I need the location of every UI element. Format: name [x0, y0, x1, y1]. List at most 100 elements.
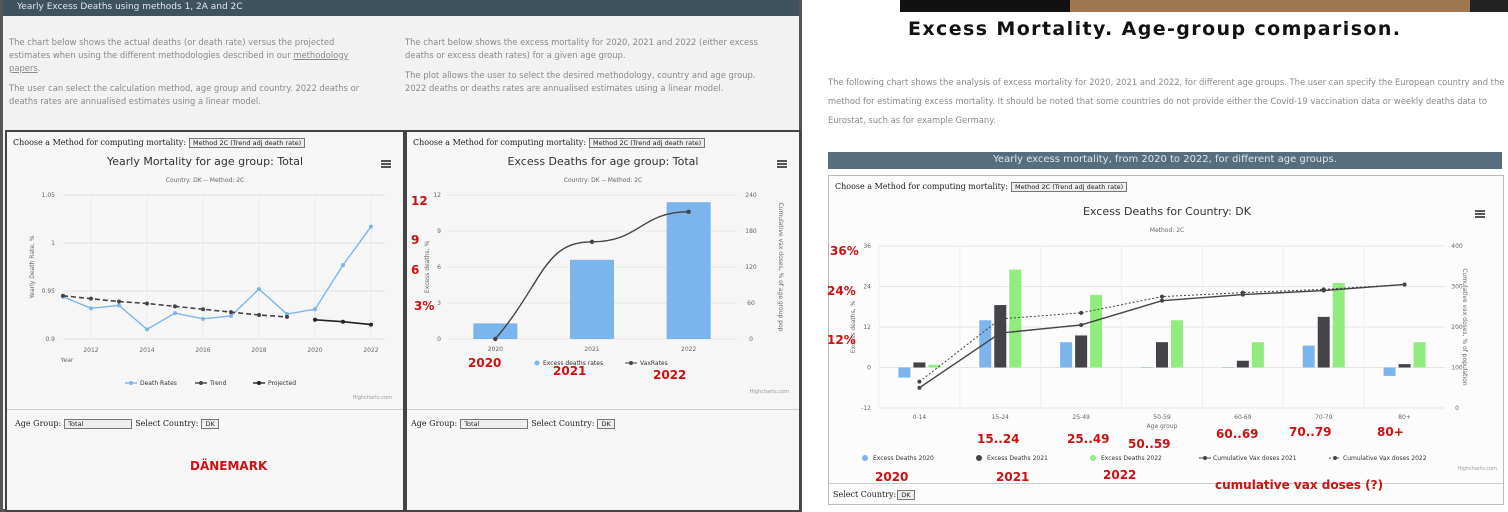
intro-left-p1a: The chart below shows the actual deaths …: [9, 37, 335, 60]
data-point: [257, 287, 261, 292]
country-select[interactable]: DK: [597, 419, 615, 429]
data-point: [313, 317, 317, 322]
chart2-title: Excess Deaths for age group: Total: [507, 155, 699, 168]
legend-label: Cumulative Vax doses 2021: [1213, 455, 1297, 462]
annotation-legend-2021: 2021: [996, 470, 1030, 484]
annotation-y9: 9: [411, 233, 420, 247]
bar-2022-50-59: [1171, 320, 1183, 368]
menu-icon[interactable]: [381, 160, 391, 168]
data-point: [89, 296, 93, 301]
annotation-25-49: 25..49: [1067, 432, 1110, 446]
bar-2022-60-69: [1251, 342, 1264, 368]
x-axis-label: Age group: [1147, 423, 1178, 430]
legend-marker: [976, 455, 982, 461]
data-point: [313, 307, 317, 312]
age-group-select[interactable]: Total: [64, 419, 133, 429]
menu-icon[interactable]: [1475, 210, 1485, 218]
right-intro: The following chart shows the analysis o…: [828, 77, 1505, 125]
methodology-link[interactable]: methodology papers: [9, 50, 349, 73]
y2-tick-label: 240: [745, 192, 757, 199]
y2-tick-label: 400: [1451, 243, 1463, 250]
data-point: [1079, 310, 1084, 315]
age-comparison-panel: Choose a Method for computing mortality:…: [828, 175, 1504, 505]
method-select[interactable]: Method 2C (Trend adj death rate): [589, 138, 706, 148]
series-line-death-rates: [62, 226, 372, 331]
y-tick-label: 12: [863, 324, 871, 331]
country-label: Select Country:: [833, 490, 897, 499]
annotation-y6: 6: [411, 263, 420, 277]
x-tick-label: 2022: [363, 347, 378, 354]
data-point: [145, 301, 149, 306]
y2-tick-label: 120: [745, 264, 757, 271]
bar-2021: [570, 259, 614, 339]
data-point: [1160, 298, 1164, 303]
x-tick-label: 25-49: [1072, 414, 1090, 421]
intro-right-p1: The chart below shows the excess mortali…: [405, 37, 758, 60]
y-axis-label: Excess deaths, %: [424, 241, 431, 294]
bar-2021-50-59: [1156, 342, 1168, 368]
x-tick-label: 15-24: [992, 414, 1010, 421]
annotation-36: 36%: [830, 244, 859, 258]
data-point: [998, 331, 1003, 336]
excess-chart: 12 9 6 3 0 240 180 120 60 0 Excess deaths, % Cumula…: [424, 192, 789, 395]
legend-marker: [1090, 455, 1096, 461]
data-point: [61, 293, 65, 298]
section-bar: Yearly excess mortality, from 2020 to 20…: [828, 152, 1502, 169]
annotation-legend-2020: 2020: [875, 470, 909, 484]
annotation-24: 24%: [827, 284, 856, 298]
bar-2020-80+: [1383, 367, 1396, 376]
intro-right: The chart below shows the excess mortali…: [405, 36, 765, 102]
y-tick-label: 9: [437, 228, 441, 235]
legend-marker: [629, 361, 633, 365]
data-point: [285, 314, 289, 319]
y2-tick-label: 300: [1451, 284, 1463, 291]
age-country-row-2: Age Group: Total Select Country: DK: [411, 419, 618, 429]
method-label: Choose a Method for computing mortality:: [835, 182, 1009, 191]
legend-label: Death Rates: [140, 380, 177, 387]
data-point: [173, 304, 177, 309]
left-header: Yearly Excess Deaths using methods 1, 2A…: [3, 0, 799, 16]
y2-axis-label: Cumulative vax doses, % of age group pop: [777, 202, 784, 331]
country-select[interactable]: DK: [897, 490, 915, 500]
data-point: [1240, 290, 1245, 295]
bar-2020-25-49: [1060, 342, 1073, 368]
data-point: [341, 263, 345, 268]
right-screenshot: Excess Mortality. Age-group comparison. …: [820, 0, 1508, 512]
bar-2022-15-24: [1009, 269, 1022, 368]
top-bar-dark: [900, 0, 1070, 12]
x-tick-label: 2020: [488, 346, 503, 353]
method-select[interactable]: Method 2C (Trend adj death rate): [1011, 182, 1128, 192]
legend-marker: [199, 381, 203, 385]
age-group-select[interactable]: Total: [460, 419, 529, 429]
chart2-subtitle: Country: DK -- Method: 2C: [563, 177, 643, 184]
data-point: [285, 312, 289, 317]
data-point: [917, 379, 922, 384]
y-axis-label: Excess deaths, %: [850, 301, 857, 354]
bar-2022-70-79: [1332, 283, 1345, 368]
legend-label: Projected: [268, 380, 296, 387]
method-select[interactable]: Method 2C (Trend adj death rate): [189, 138, 306, 148]
data-point: [369, 322, 373, 327]
age-country-row: Age Group: Total Select Country: DK: [15, 419, 222, 429]
page-title: Excess Mortality. Age-group comparison.: [908, 18, 1402, 40]
y-axis-label: Yearly Death Rate, %: [29, 235, 36, 299]
x-tick-label: 2016: [195, 347, 210, 354]
chart3-title: Excess Deaths for Country: DK: [1083, 205, 1251, 218]
legend-label: Excess Deaths 2021: [987, 455, 1048, 462]
menu-icon[interactable]: [777, 160, 787, 168]
bar-2020-0-14: [898, 367, 911, 378]
bar-2021-0-14: [913, 362, 926, 368]
country-select[interactable]: DK: [201, 419, 219, 429]
annotation-80: 80+: [1377, 425, 1404, 439]
legend-marker: [862, 455, 868, 461]
data-point: [686, 209, 691, 214]
annotation-legend-2022: 2022: [1103, 468, 1137, 482]
annotation-y12: 12: [411, 194, 428, 208]
method-label: Choose a Method for computing mortality:: [13, 138, 187, 147]
data-point: [493, 336, 498, 342]
legend-marker: [1333, 456, 1337, 460]
data-point: [369, 224, 373, 229]
credit: Highcharts.com: [750, 389, 789, 395]
x-tick-label: 0-14: [913, 414, 927, 421]
annotation-70-79: 70..79: [1289, 425, 1332, 439]
